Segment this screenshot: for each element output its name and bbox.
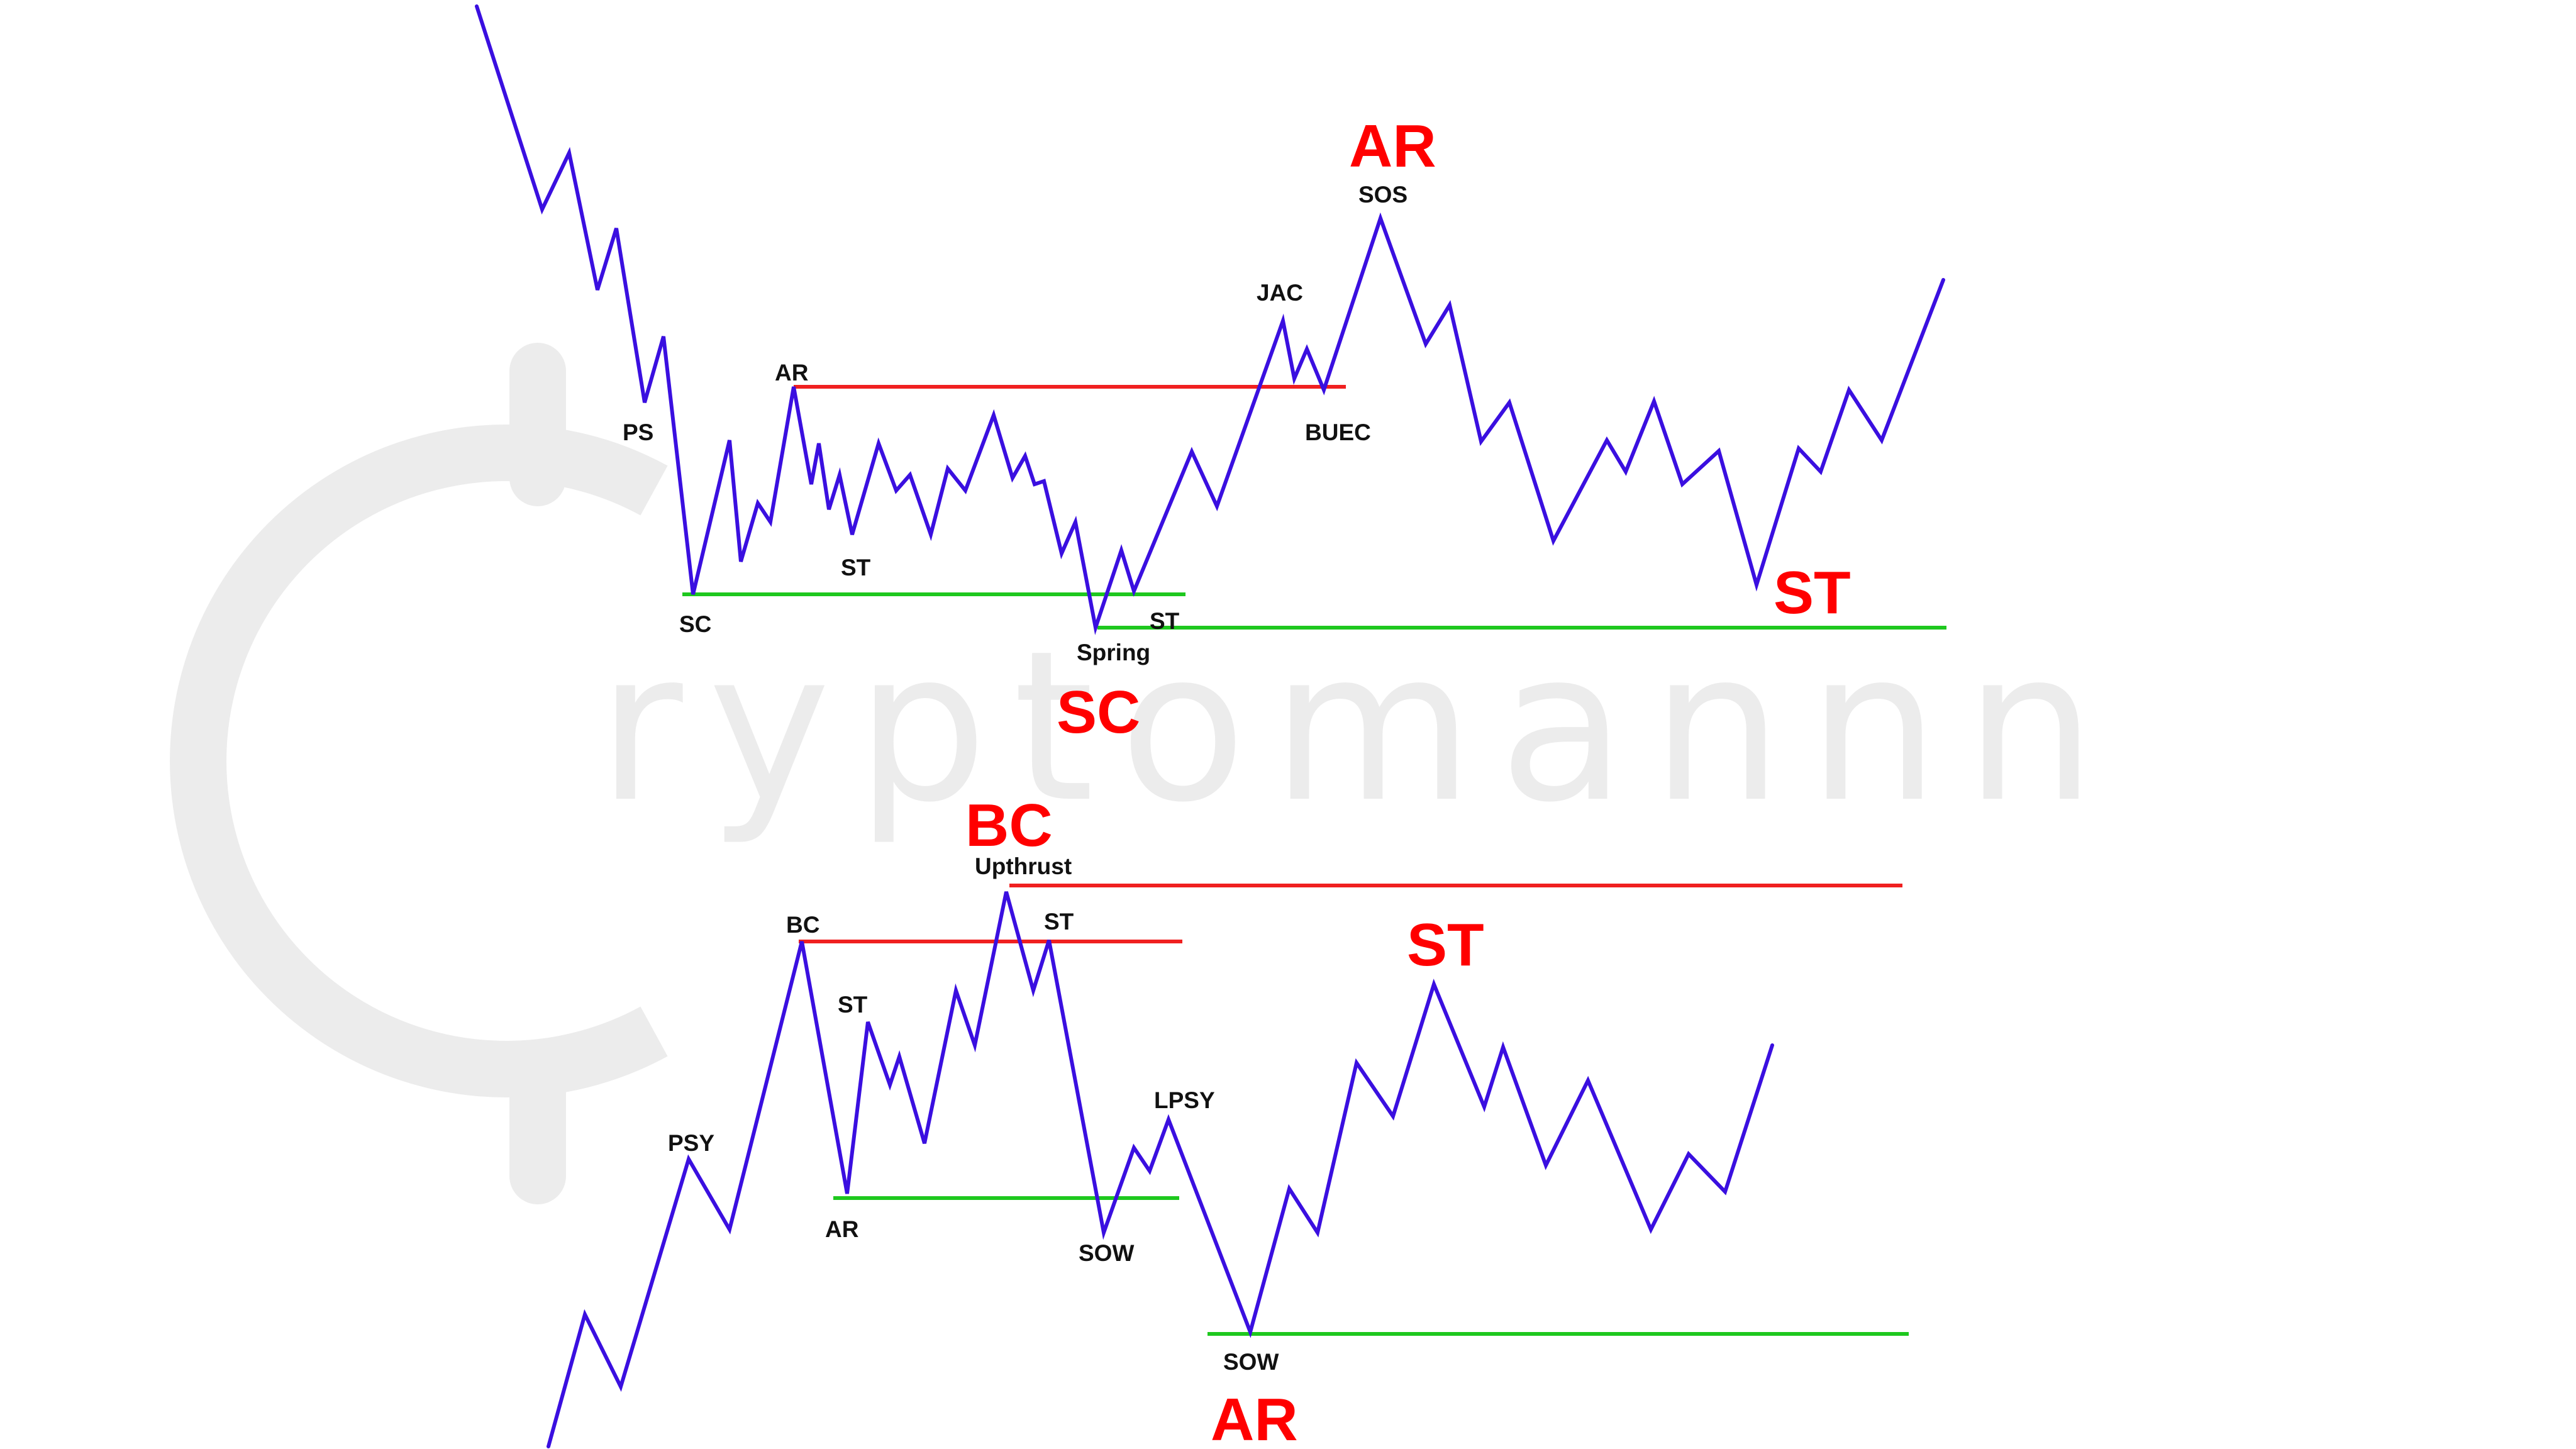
label-lpsy: LPSY [1154, 1087, 1215, 1113]
phase-label-bc: BC [965, 792, 1053, 859]
label-psy: PSY [668, 1130, 714, 1156]
label-bc: BC [786, 912, 819, 938]
phase-label-st-bottom: ST [1407, 911, 1484, 979]
top-accumulation-price-path [475, 4, 1945, 635]
watermark: ryptomannn [170, 343, 2121, 1204]
label-ps: PS [623, 419, 653, 445]
phase-label-ar-bottom: AR [1211, 1386, 1298, 1449]
label-sow-second: SOW [1223, 1349, 1279, 1375]
watermark-text: ryptomannn [597, 606, 2121, 848]
bottom-distribution-price-path [547, 891, 1774, 1448]
phase-label-ar: AR [1349, 113, 1436, 180]
label-st-test: ST [1150, 608, 1180, 634]
label-upthrust: Upthrust [975, 853, 1072, 879]
label-sow-first: SOW [1079, 1240, 1134, 1266]
label-st-upthrust: ST [1044, 909, 1074, 935]
level-lines [682, 385, 1946, 1336]
label-st-bottom: ST [838, 992, 868, 1018]
phase-label-st: ST [1774, 559, 1851, 626]
label-spring: Spring [1077, 640, 1150, 665]
label-sc: SC [679, 611, 711, 637]
label-jac: JAC [1257, 280, 1303, 306]
bitcoin-c-icon [170, 343, 668, 1204]
label-st: ST [841, 555, 871, 580]
label-buec: BUEC [1305, 419, 1371, 445]
label-ar: AR [775, 360, 808, 386]
label-ar-bottom: AR [825, 1216, 858, 1242]
label-sos: SOS [1358, 182, 1407, 208]
phase-label-sc: SC [1057, 679, 1140, 746]
